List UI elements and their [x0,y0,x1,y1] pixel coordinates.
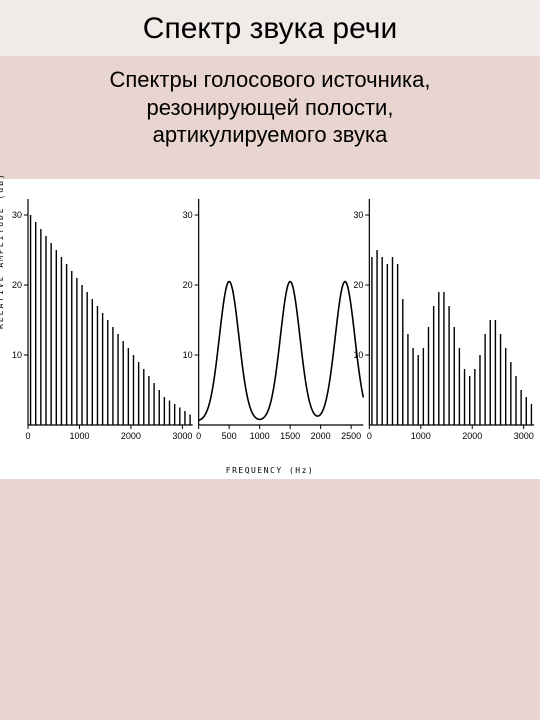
svg-text:2000: 2000 [311,431,331,441]
svg-text:10: 10 [12,350,22,360]
svg-text:10: 10 [353,350,363,360]
svg-text:1000: 1000 [411,431,431,441]
subtitle-area: Спектры голосового источника, резонирующ… [0,56,540,159]
subtitle-line-2: резонирующей полости, [20,94,520,122]
y-axis-label: RELATIVE AMPLITUDE (dB) [0,172,5,329]
svg-text:3000: 3000 [172,431,192,441]
svg-text:20: 20 [183,280,193,290]
svg-text:500: 500 [222,431,237,441]
svg-text:2500: 2500 [341,431,361,441]
svg-text:0: 0 [367,431,372,441]
title-band: Спектр звука речи [0,0,540,56]
svg-text:1500: 1500 [280,431,300,441]
svg-text:30: 30 [12,210,22,220]
subtitle-line-1: Спектры голосового источника, [20,66,520,94]
svg-text:0: 0 [25,431,30,441]
slide-title: Спектр звука речи [10,12,530,46]
chart-strip: RELATIVE AMPLITUDE (dB) 1020300100020003… [0,179,540,479]
svg-text:30: 30 [183,210,193,220]
spectrum-charts-svg: 1020300100020003000102030050010001500200… [0,179,540,459]
svg-text:0: 0 [196,431,201,441]
x-axis-label: FREQUENCY (Hz) [226,466,314,475]
svg-text:2000: 2000 [462,431,482,441]
svg-text:1000: 1000 [69,431,89,441]
svg-text:1000: 1000 [250,431,270,441]
subtitle-line-3: артикулируемого звука [20,121,520,149]
slide-container: Спектр звука речи Спектры голосового ист… [0,0,540,720]
svg-text:3000: 3000 [514,431,534,441]
svg-text:20: 20 [12,280,22,290]
svg-text:20: 20 [353,280,363,290]
svg-text:30: 30 [353,210,363,220]
svg-text:2000: 2000 [121,431,141,441]
svg-text:10: 10 [183,350,193,360]
